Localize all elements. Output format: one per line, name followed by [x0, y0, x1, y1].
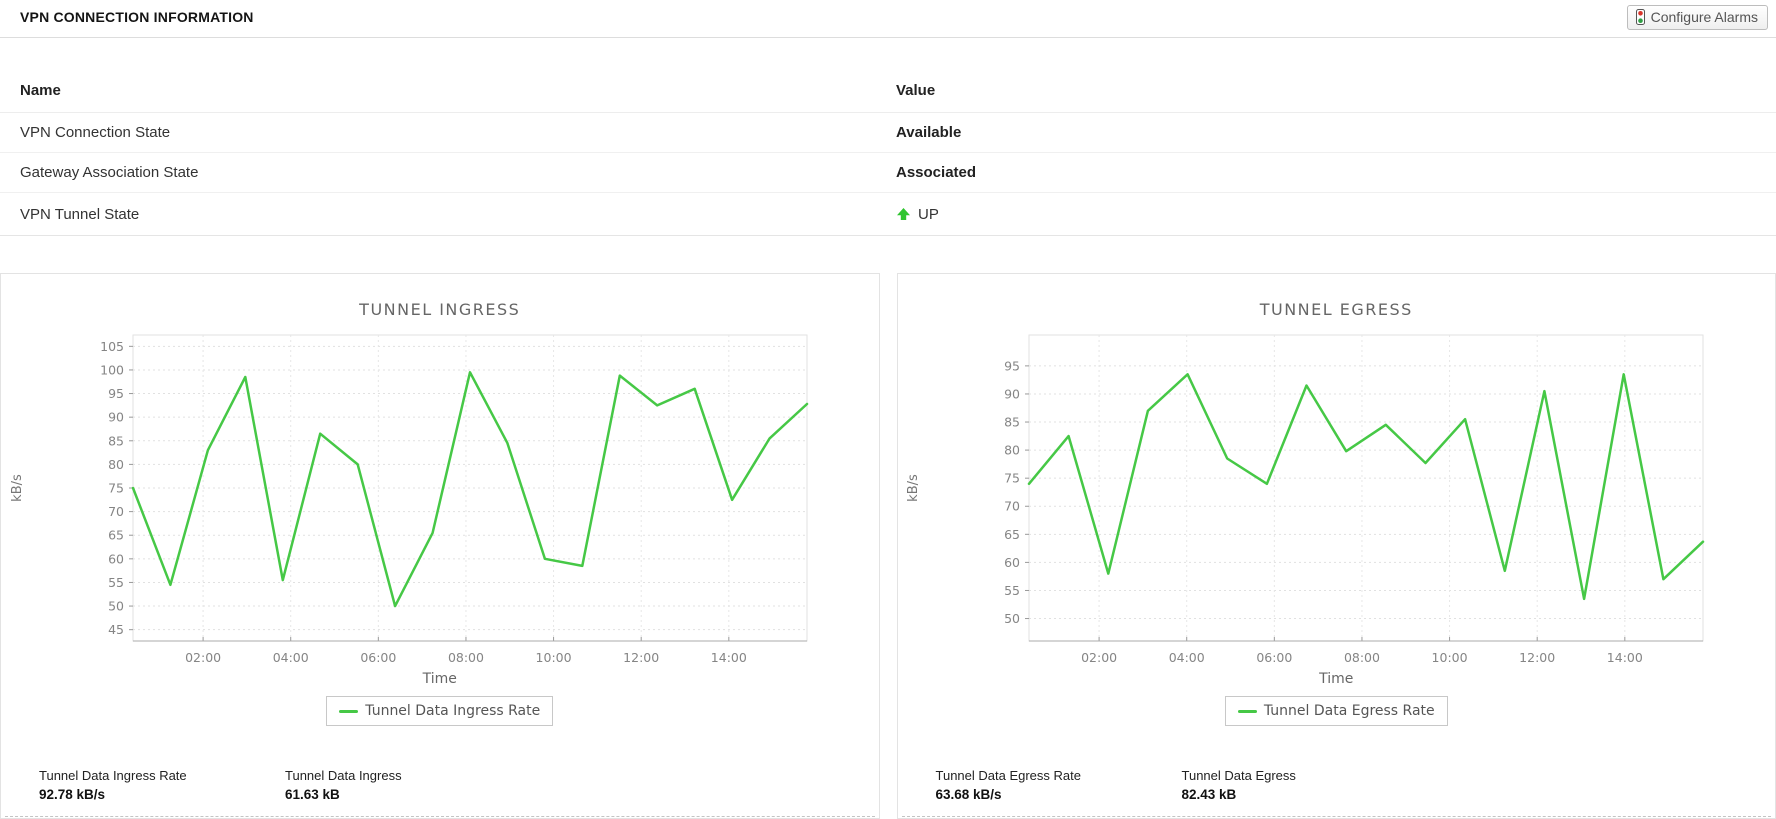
legend-label: Tunnel Data Egress Rate [1264, 703, 1435, 719]
svg-text:02:00: 02:00 [1081, 650, 1117, 665]
page-header: VPN CONNECTION INFORMATION Configure Ala… [0, 0, 1776, 38]
svg-text:06:00: 06:00 [360, 650, 396, 665]
table-row: VPN Connection State Available [0, 113, 1776, 153]
table-header-row: Name Value [0, 38, 1776, 113]
legend-label: Tunnel Data Ingress Rate [365, 703, 540, 719]
svg-text:80: 80 [1004, 443, 1020, 458]
row-name: VPN Tunnel State [20, 206, 896, 223]
svg-text:02:00: 02:00 [185, 650, 221, 665]
svg-text:55: 55 [108, 575, 124, 590]
svg-text:04:00: 04:00 [1169, 650, 1205, 665]
svg-text:75: 75 [108, 481, 124, 496]
svg-text:14:00: 14:00 [711, 650, 747, 665]
svg-text:04:00: 04:00 [272, 650, 308, 665]
red-light-dot [1638, 11, 1643, 16]
row-name: Gateway Association State [20, 164, 896, 181]
stat-value: 82.43 kB [1182, 787, 1428, 802]
svg-text:10:00: 10:00 [535, 650, 571, 665]
traffic-light-icon [1636, 9, 1645, 25]
ingress-line-chart: 45 50 55 60 65 70 75 80 85 90 95 100 105 02:00 04:00 06… [5, 325, 875, 670]
vpn-info-table: Name Value VPN Connection State Availabl… [0, 38, 1776, 236]
legend-item-egress-rate[interactable]: Tunnel Data Egress Rate [1225, 696, 1448, 726]
svg-text:80: 80 [108, 457, 124, 472]
stat-label: Tunnel Data Egress Rate [936, 768, 1182, 783]
svg-text:55: 55 [1004, 583, 1020, 598]
svg-text:08:00: 08:00 [448, 650, 484, 665]
chart-title: TUNNEL EGRESS [898, 274, 1776, 319]
stat-block: Tunnel Data Ingress Rate 92.78 kB/s [39, 768, 285, 802]
legend: Tunnel Data Ingress Rate [1, 696, 879, 726]
svg-text:14:00: 14:00 [1607, 650, 1643, 665]
row-value: Associated [896, 164, 1776, 181]
chart-title: TUNNEL INGRESS [1, 274, 879, 319]
svg-text:90: 90 [108, 410, 124, 425]
stat-value: 61.63 kB [285, 787, 531, 802]
configure-alarms-label: Configure Alarms [1651, 9, 1758, 25]
row-value-tunnel-state: UP [896, 206, 1776, 223]
row-value: Available [896, 124, 1776, 141]
tunnel-ingress-card: TUNNEL INGRESS 45 50 55 60 65 70 75 80 85 90 95 100… [0, 273, 880, 819]
svg-text:06:00: 06:00 [1257, 650, 1293, 665]
svg-text:70: 70 [1004, 499, 1020, 514]
stat-label: Tunnel Data Ingress [285, 768, 531, 783]
svg-text:60: 60 [1004, 555, 1020, 570]
svg-text:65: 65 [108, 528, 124, 543]
svg-text:85: 85 [1004, 415, 1020, 430]
stat-block: Tunnel Data Egress Rate 63.68 kB/s [936, 768, 1182, 802]
stat-block: Tunnel Data Ingress 61.63 kB [285, 768, 531, 802]
svg-text:50: 50 [108, 599, 124, 614]
svg-text:10:00: 10:00 [1432, 650, 1468, 665]
svg-text:60: 60 [108, 551, 124, 566]
row-name: VPN Connection State [20, 124, 896, 141]
svg-text:08:00: 08:00 [1344, 650, 1380, 665]
legend-swatch [1238, 710, 1257, 713]
svg-text:12:00: 12:00 [1519, 650, 1555, 665]
configure-alarms-button[interactable]: Configure Alarms [1627, 5, 1768, 30]
svg-text:105: 105 [100, 339, 124, 354]
svg-text:kB/s: kB/s [10, 474, 25, 502]
ingress-stats: Tunnel Data Ingress Rate 92.78 kB/s Tunn… [1, 768, 879, 802]
svg-text:95: 95 [1004, 358, 1020, 373]
legend-swatch [339, 710, 358, 713]
svg-text:100: 100 [100, 362, 124, 377]
svg-text:kB/s: kB/s [906, 474, 921, 502]
svg-text:75: 75 [1004, 471, 1020, 486]
svg-text:45: 45 [108, 622, 124, 637]
stat-value: 63.68 kB/s [936, 787, 1182, 802]
egress-line-chart: 50 55 60 65 70 75 80 85 90 95 02:00 04:00 06:00 08:00… [901, 325, 1771, 670]
x-axis-label: Time [1, 671, 879, 687]
column-header-value: Value [896, 82, 1776, 99]
green-light-dot [1638, 18, 1643, 23]
egress-stats: Tunnel Data Egress Rate 63.68 kB/s Tunne… [898, 768, 1776, 802]
svg-text:12:00: 12:00 [623, 650, 659, 665]
svg-text:65: 65 [1004, 527, 1020, 542]
stat-value: 92.78 kB/s [39, 787, 285, 802]
stat-label: Tunnel Data Egress [1182, 768, 1428, 783]
charts-section: TUNNEL INGRESS 45 50 55 60 65 70 75 80 85 90 95 100… [0, 273, 1776, 819]
stat-block: Tunnel Data Egress 82.43 kB [1182, 768, 1428, 802]
tunnel-state-text: UP [918, 206, 939, 223]
legend: Tunnel Data Egress Rate [898, 696, 1776, 726]
svg-text:50: 50 [1004, 611, 1020, 626]
legend-item-ingress-rate[interactable]: Tunnel Data Ingress Rate [326, 696, 553, 726]
svg-text:90: 90 [1004, 386, 1020, 401]
column-header-name: Name [20, 82, 896, 99]
svg-text:85: 85 [108, 433, 124, 448]
tunnel-egress-card: TUNNEL EGRESS 50 55 60 65 70 75 80 85 90 95 02:00 0… [897, 273, 1776, 819]
table-row: Gateway Association State Associated [0, 153, 1776, 193]
table-row: VPN Tunnel State UP [0, 193, 1776, 236]
svg-text:70: 70 [108, 504, 124, 519]
page-title: VPN CONNECTION INFORMATION [20, 9, 254, 25]
svg-text:95: 95 [108, 386, 124, 401]
x-axis-label: Time [898, 671, 1776, 687]
up-arrow-icon [896, 207, 911, 221]
stat-label: Tunnel Data Ingress Rate [39, 768, 285, 783]
